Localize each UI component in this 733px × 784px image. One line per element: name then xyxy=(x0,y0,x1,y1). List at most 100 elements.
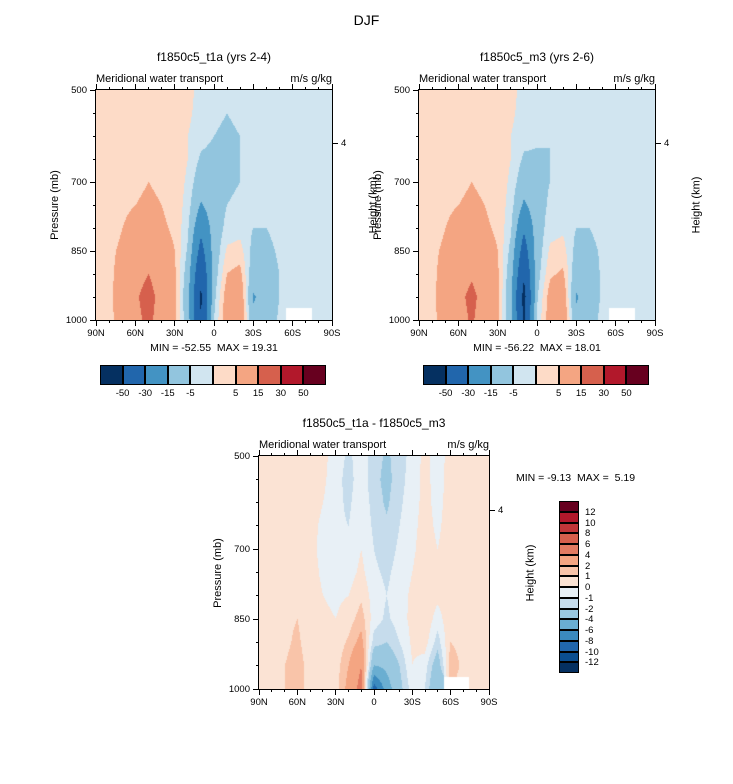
x-minor-tick xyxy=(510,87,512,90)
x-minor-tick xyxy=(284,453,286,456)
colorbar-segment xyxy=(100,365,123,385)
x-tick xyxy=(258,689,260,695)
x-minor-tick xyxy=(305,87,307,90)
colorbar-label: -30 xyxy=(138,388,153,399)
x-tick xyxy=(174,84,176,90)
x-minor-tick xyxy=(279,87,281,90)
x-tick xyxy=(213,320,215,326)
colorbar-segment xyxy=(559,511,579,523)
x-minor-tick xyxy=(239,320,241,323)
colorbar-label: 30 xyxy=(598,388,610,399)
colorbar-label: -1 xyxy=(585,592,594,604)
x-tick-label: 60N xyxy=(126,328,145,339)
x-minor-tick xyxy=(470,87,472,90)
x-tick-label: 30S xyxy=(244,328,262,339)
x-tick-label: 60S xyxy=(284,328,302,339)
x-minor-tick xyxy=(284,689,286,692)
y-tick-label: 1000 xyxy=(228,684,250,695)
y-tick xyxy=(253,548,259,550)
x-minor-tick xyxy=(602,87,604,90)
x-minor-tick xyxy=(386,453,388,456)
colorbar-segment xyxy=(559,662,579,673)
colorbar: -50 -30 -15 -5 5 15 30 50 xyxy=(423,365,649,399)
variable-label: Meridional water transport xyxy=(96,73,224,85)
y-tick xyxy=(413,319,419,321)
colorbar-label: 5 xyxy=(232,388,239,399)
y-tick-label: 500 xyxy=(71,85,87,96)
colorbar-segment xyxy=(122,365,146,385)
y-minor-tick xyxy=(416,135,419,137)
x-tick xyxy=(411,450,413,456)
y-tick xyxy=(253,455,259,457)
x-minor-tick xyxy=(444,320,446,323)
x-tick xyxy=(292,320,294,326)
contour-canvas xyxy=(96,90,332,320)
y-tick-label: 850 xyxy=(234,614,250,626)
x-minor-tick xyxy=(187,87,189,90)
x-tick xyxy=(418,84,420,90)
x-minor-tick xyxy=(318,320,320,323)
x-tick xyxy=(95,84,97,90)
colorbar-segment xyxy=(145,365,168,385)
x-minor-tick xyxy=(322,453,324,456)
colorbar-label: -50 xyxy=(438,388,453,399)
x-tick xyxy=(488,689,490,695)
x-tick xyxy=(373,689,375,695)
colorbar-segment xyxy=(490,365,514,385)
x-minor-tick xyxy=(431,320,433,323)
colorbar-segment xyxy=(559,501,579,512)
x-minor-tick xyxy=(399,689,401,692)
x-tick-label: 0 xyxy=(534,328,540,339)
colorbar-segment xyxy=(536,365,559,385)
y-tick xyxy=(90,250,96,252)
y-tick-label: 1000 xyxy=(388,315,410,326)
x-tick xyxy=(335,450,337,456)
x-tick xyxy=(252,320,254,326)
y-tick-label: 500 xyxy=(234,451,250,462)
x-minor-tick xyxy=(239,87,241,90)
x-minor-tick xyxy=(147,320,149,323)
x-minor-tick xyxy=(108,87,110,90)
x-tick-label: 90N xyxy=(250,697,268,708)
colorbar-segment xyxy=(303,365,326,385)
x-tick-label: 90S xyxy=(323,328,341,339)
colorbar-label: 2 xyxy=(585,560,591,572)
x-minor-tick xyxy=(271,689,273,692)
y-minor-tick xyxy=(93,296,96,298)
colorbar-segment xyxy=(603,365,627,385)
x-tick xyxy=(292,84,294,90)
colorbar-segment xyxy=(559,640,579,652)
x-minor-tick xyxy=(360,689,362,692)
colorbar-segment xyxy=(280,365,304,385)
x-minor-tick xyxy=(147,87,149,90)
height-axis-title-text: Height (km) xyxy=(524,544,536,601)
x-tick-label: 90S xyxy=(480,697,498,708)
y-minor-tick xyxy=(256,595,259,597)
x-tick xyxy=(615,84,617,90)
x-tick-label: 0 xyxy=(371,697,377,708)
x-minor-tick xyxy=(161,87,163,90)
colorbar-label: -8 xyxy=(585,635,594,647)
colorbar-label: 0 xyxy=(585,582,591,593)
colorbar-label: 10 xyxy=(585,517,596,529)
x-tick xyxy=(418,320,420,326)
panel-title: f1850c5_t1a (yrs 2-4) xyxy=(156,50,272,64)
colorbar-segment xyxy=(258,365,281,385)
colorbar-label: 8 xyxy=(585,528,591,540)
x-tick-label: 30N xyxy=(488,328,507,339)
y-tick xyxy=(413,181,419,183)
x-tick xyxy=(615,320,617,326)
colorbar-label: -6 xyxy=(585,625,594,636)
minmax-label: MIN = -52.55 MAX = 19.31 xyxy=(150,342,278,354)
x-minor-tick xyxy=(161,320,163,323)
height-tick-label: 4 xyxy=(498,505,504,517)
colorbar-label: -10 xyxy=(585,646,599,658)
y-tick xyxy=(90,181,96,183)
x-tick-label: 90N xyxy=(410,328,428,339)
x-tick-label: 60N xyxy=(288,697,307,708)
x-tick xyxy=(373,450,375,456)
minmax-label: MIN = -9.13 MAX = 5.19 xyxy=(516,472,636,484)
colorbar-segment xyxy=(559,630,579,641)
x-minor-tick xyxy=(360,453,362,456)
colorbar-label: 6 xyxy=(585,539,591,550)
